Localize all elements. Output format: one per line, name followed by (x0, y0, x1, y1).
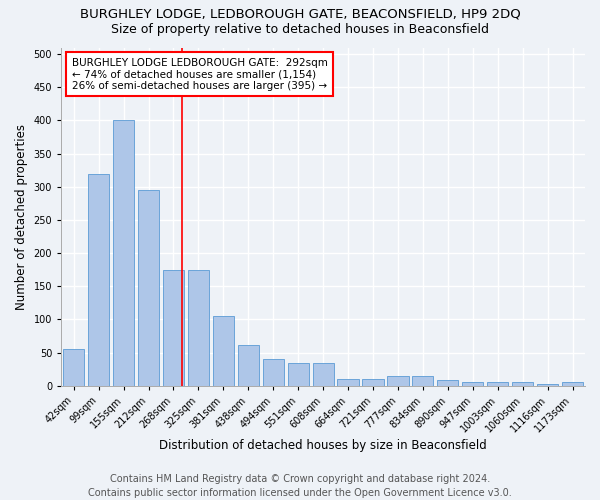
Bar (362, 379, 383, 386)
Y-axis label: Number of detached properties: Number of detached properties (15, 124, 28, 310)
Bar (287, 362, 309, 386)
Bar (562, 382, 583, 386)
Bar (487, 382, 508, 386)
Text: BURGHLEY LODGE, LEDBOROUGH GATE, BEACONSFIELD, HP9 2DQ: BURGHLEY LODGE, LEDBOROUGH GATE, BEACONS… (80, 8, 520, 20)
Bar (462, 382, 484, 386)
Bar (512, 382, 533, 386)
Bar (313, 362, 334, 386)
Bar (537, 384, 558, 386)
Bar (412, 376, 433, 386)
Text: Contains HM Land Registry data © Crown copyright and database right 2024.
Contai: Contains HM Land Registry data © Crown c… (88, 474, 512, 498)
Bar (213, 316, 234, 386)
Bar (437, 380, 458, 386)
Bar (337, 379, 359, 386)
Text: Size of property relative to detached houses in Beaconsfield: Size of property relative to detached ho… (111, 22, 489, 36)
Bar (113, 120, 134, 386)
X-axis label: Distribution of detached houses by size in Beaconsfield: Distribution of detached houses by size … (159, 440, 487, 452)
Bar (88, 174, 109, 386)
Bar (188, 270, 209, 386)
Bar (388, 376, 409, 386)
Bar (238, 344, 259, 386)
Bar (163, 270, 184, 386)
Bar (63, 350, 84, 386)
Bar (263, 359, 284, 386)
Bar (138, 190, 159, 386)
Text: BURGHLEY LODGE LEDBOROUGH GATE:  292sqm
← 74% of detached houses are smaller (1,: BURGHLEY LODGE LEDBOROUGH GATE: 292sqm ←… (71, 58, 328, 91)
